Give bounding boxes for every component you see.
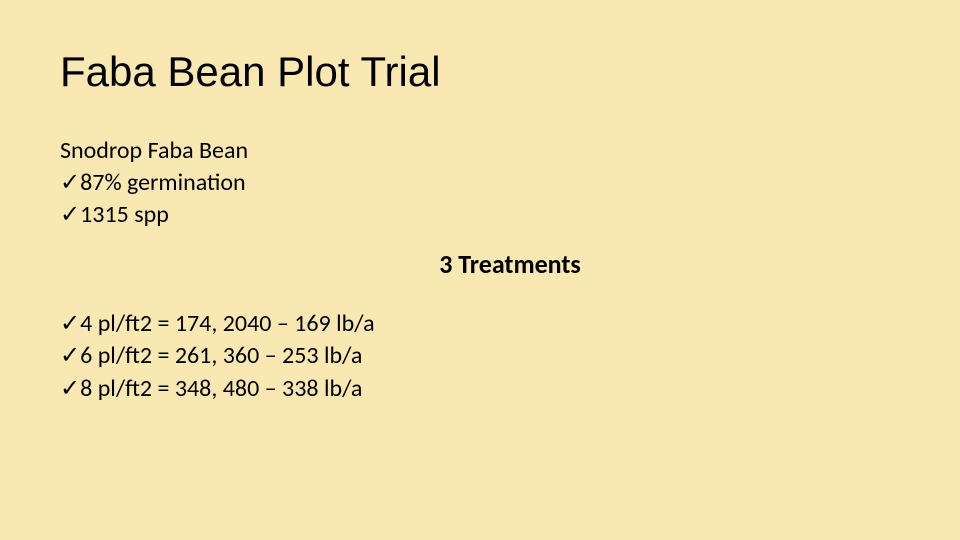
bullet-bottom-0: ✓4 pl/ft2 = 174, 2040 – 169 lb/a (60, 308, 900, 340)
check-icon: ✓ (60, 308, 80, 340)
slide: Faba Bean Plot Trial Snodrop Faba Bean ✓… (0, 0, 960, 540)
check-icon: ✓ (60, 199, 80, 231)
check-icon: ✓ (60, 373, 80, 405)
bullet-block-bottom: ✓4 pl/ft2 = 174, 2040 – 169 lb/a ✓6 pl/f… (60, 308, 900, 405)
bullet-top-0: ✓87% germination (60, 167, 900, 199)
bullet-top-1: ✓1315 spp (60, 199, 900, 231)
slide-title: Faba Bean Plot Trial (60, 48, 900, 96)
bullet-bottom-2-text: 8 pl/ft2 = 348, 480 – 338 lb/a (80, 374, 362, 403)
subheader: Snodrop Faba Bean (60, 136, 900, 165)
center-heading: 3 Treatments (60, 248, 900, 280)
bullet-bottom-0-text: 4 pl/ft2 = 174, 2040 – 169 lb/a (80, 309, 374, 338)
bullet-bottom-1: ✓6 pl/ft2 = 261, 360 – 253 lb/a (60, 340, 900, 372)
bullet-bottom-1-text: 6 pl/ft2 = 261, 360 – 253 lb/a (80, 341, 362, 370)
check-icon: ✓ (60, 167, 80, 199)
bullet-top-1-text: 1315 spp (80, 200, 169, 229)
check-icon: ✓ (60, 340, 80, 372)
bullet-top-0-text: 87% germination (80, 168, 246, 197)
bullet-bottom-2: ✓8 pl/ft2 = 348, 480 – 338 lb/a (60, 373, 900, 405)
